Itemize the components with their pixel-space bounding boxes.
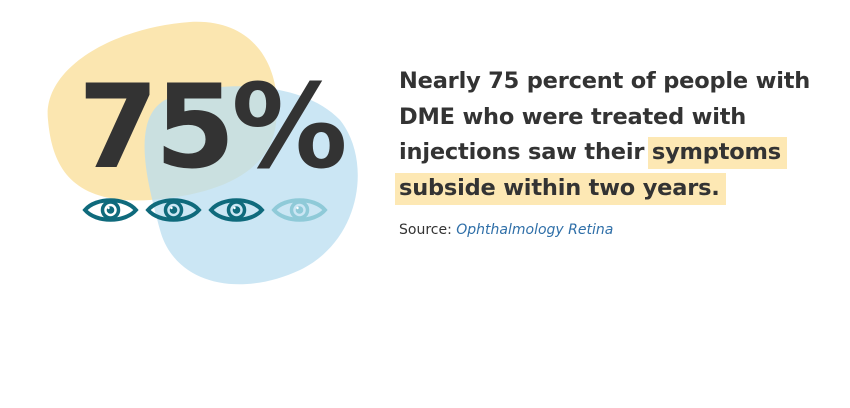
source-label: Source: (399, 222, 457, 238)
eye-icon-row (82, 195, 328, 225)
eye-icon (208, 198, 265, 222)
stat-description: Nearly 75 percent of people with DME who… (395, 64, 819, 238)
background-blobs (47, 21, 358, 285)
eye-icon (82, 198, 139, 222)
eye-icon-faded (271, 198, 328, 222)
eye-icon (145, 198, 202, 222)
blue-blob (144, 86, 358, 285)
headline: Nearly 75 percent of people with DME who… (395, 64, 819, 206)
stat-value: 75% (78, 60, 348, 195)
source-publication-link[interactable]: Ophthalmology Retina (456, 222, 614, 238)
headline-text: Nearly 75 percent of people with DME who… (399, 68, 811, 165)
stat-graphic: 75% (0, 0, 380, 300)
source-line: Source: Ophthalmology Retina (399, 222, 819, 238)
